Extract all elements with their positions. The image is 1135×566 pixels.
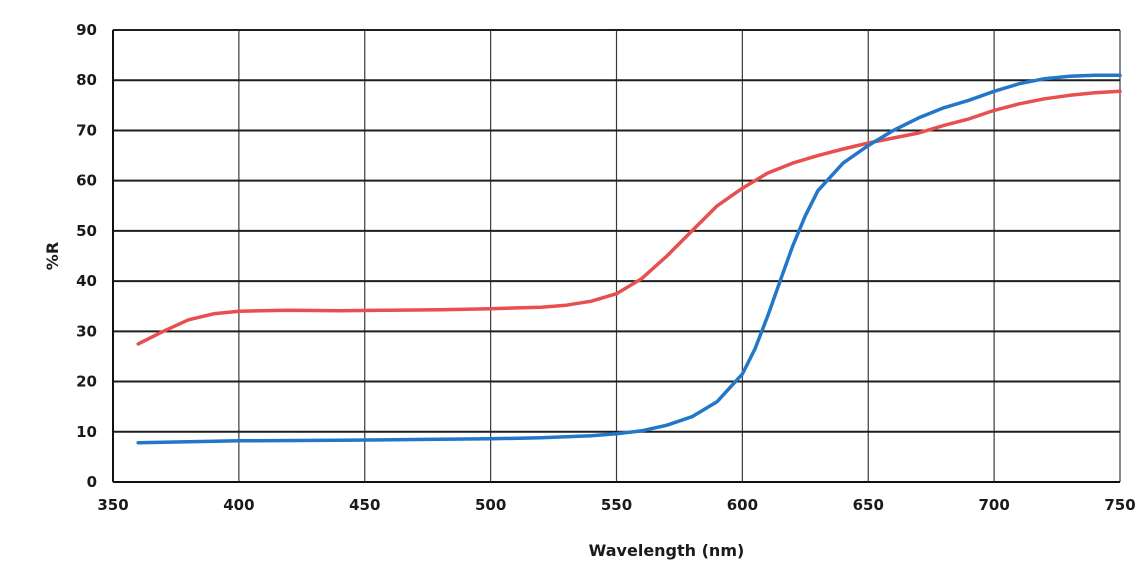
x-tick-label: 650 [853, 496, 884, 514]
y-tick-label: 80 [76, 71, 97, 89]
y-tick-label: 70 [76, 121, 97, 139]
y-tick-labels: 0 10 20 30 40 50 60 70 80 90 [76, 21, 97, 491]
grid [112, 29, 1121, 483]
x-tick-label: 700 [978, 496, 1009, 514]
x-axis-title: Wavelength (nm) [589, 541, 745, 560]
y-tick-label: 60 [76, 172, 97, 190]
y-tick-label: 0 [87, 473, 97, 491]
y-tick-label: 90 [76, 21, 97, 39]
x-tick-label: 600 [727, 496, 758, 514]
y-tick-label: 30 [76, 322, 97, 340]
series-line-2 [136, 73, 1122, 445]
x-tick-label: 450 [349, 496, 380, 514]
y-tick-label: 40 [76, 272, 97, 290]
y-tick-label: 50 [76, 222, 97, 240]
x-tick-label: 400 [223, 496, 254, 514]
y-tick-label: 10 [76, 423, 97, 441]
x-tick-label: 550 [601, 496, 632, 514]
x-tick-label: 500 [475, 496, 506, 514]
y-tick-label: 20 [76, 373, 97, 391]
series-layer [136, 73, 1122, 445]
x-tick-labels: 350 400 450 500 550 600 650 700 750 [97, 496, 1135, 514]
x-tick-label: 350 [97, 496, 128, 514]
y-axis-title: %R [43, 242, 62, 270]
series-line-1 [136, 89, 1122, 346]
x-tick-label: 750 [1104, 496, 1135, 514]
